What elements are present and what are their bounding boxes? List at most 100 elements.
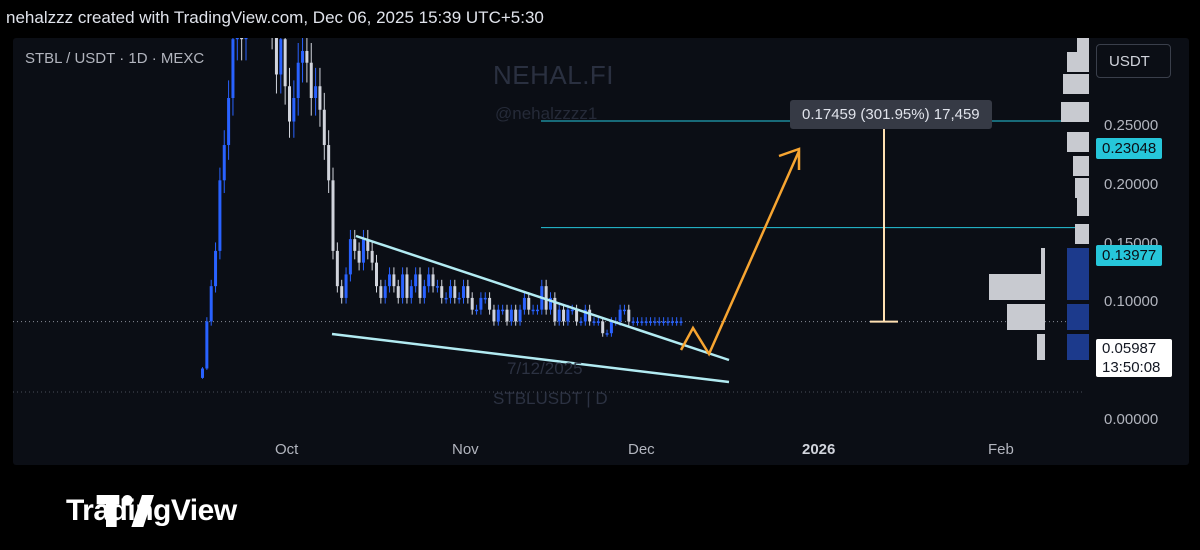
candle-body bbox=[670, 321, 674, 323]
candle-body bbox=[279, 39, 283, 75]
candle-body bbox=[479, 297, 483, 310]
candle-body bbox=[205, 321, 209, 369]
candle-body bbox=[640, 321, 644, 323]
candle-body bbox=[431, 274, 435, 287]
candle-body bbox=[601, 321, 605, 334]
candle-body bbox=[340, 286, 344, 298]
volume-profile-bar-up bbox=[1067, 334, 1089, 360]
candle-body bbox=[462, 286, 465, 298]
y-tick-label: 0.20000 bbox=[1104, 176, 1159, 193]
projection-arrowhead bbox=[778, 147, 801, 170]
candle-body bbox=[518, 309, 522, 322]
candle-body bbox=[466, 286, 470, 298]
watermark-handle: @nehalzzzz1 bbox=[495, 104, 598, 123]
candle-body bbox=[344, 274, 348, 298]
candle-body bbox=[305, 50, 309, 63]
volume-profile-bar-up bbox=[1067, 274, 1089, 300]
candle-body bbox=[353, 239, 357, 251]
candle-body bbox=[618, 309, 622, 322]
candle-body bbox=[235, 38, 239, 40]
symbol-label[interactable]: STBL / USDT · 1D · MEXC bbox=[25, 50, 205, 67]
candle-body bbox=[675, 321, 679, 323]
candle-body bbox=[427, 274, 431, 287]
chart-area[interactable]: STBL / USDT · 1D · MEXC NEHAL.FI @nehalz… bbox=[13, 38, 1189, 465]
candle-body bbox=[214, 250, 218, 287]
wedge-lower-line bbox=[331, 332, 730, 384]
candle-body bbox=[583, 309, 587, 322]
candle-body bbox=[283, 39, 287, 87]
candle-body bbox=[296, 62, 300, 98]
candle-body bbox=[657, 321, 661, 323]
volume-profile-bar-down bbox=[1007, 304, 1045, 330]
candle-body bbox=[453, 286, 457, 298]
candle-body bbox=[240, 38, 244, 40]
candle-body bbox=[549, 297, 552, 310]
candle-body bbox=[553, 297, 557, 322]
candle-body bbox=[570, 309, 574, 312]
candle-body bbox=[418, 274, 422, 298]
candle-body bbox=[636, 321, 639, 323]
x-tick-label: Oct bbox=[275, 441, 299, 458]
candle-body bbox=[375, 262, 378, 287]
candle-body bbox=[662, 321, 666, 323]
candle-body bbox=[318, 86, 322, 110]
currency-label: USDT bbox=[1109, 53, 1150, 70]
volume-profile-bar-down bbox=[1075, 178, 1089, 198]
candle-body bbox=[409, 286, 413, 298]
candle-body bbox=[505, 309, 509, 322]
volume-profile-bar-up bbox=[1067, 248, 1089, 274]
candle-body bbox=[475, 309, 479, 312]
candle-body bbox=[488, 297, 492, 310]
candle-body bbox=[209, 286, 213, 322]
candle-body bbox=[401, 274, 405, 298]
volume-profile-bar-down bbox=[1075, 224, 1089, 244]
chart-header: nehalzzz created with TradingView.com, D… bbox=[6, 8, 544, 27]
candle-body bbox=[627, 309, 631, 322]
volume-profile-bar-down bbox=[1067, 132, 1089, 152]
brand-name[interactable]: TradingView bbox=[66, 494, 237, 527]
candle-body bbox=[335, 250, 339, 287]
candle-body bbox=[483, 297, 487, 300]
tradingview-logo-icon[interactable] bbox=[16, 491, 236, 531]
volume-profile-bar-down bbox=[1041, 248, 1045, 274]
candle-body bbox=[644, 321, 648, 323]
candle-body bbox=[579, 321, 583, 323]
candle-body bbox=[388, 274, 392, 287]
currency-button[interactable]: USDT bbox=[1096, 44, 1171, 78]
chart-svg[interactable] bbox=[13, 38, 1189, 465]
candle-body bbox=[457, 297, 461, 300]
level-label-upper: 0.23048 bbox=[1096, 138, 1163, 159]
candle-body bbox=[470, 297, 474, 310]
candle-body bbox=[501, 309, 505, 312]
current-price-box: 0.05987 13:50:08 bbox=[1096, 339, 1172, 377]
candle-body bbox=[522, 297, 526, 310]
watermark-date: 7/12/2025 bbox=[507, 359, 583, 378]
candle-body bbox=[201, 368, 204, 378]
candle-body bbox=[361, 239, 365, 263]
candle-body bbox=[448, 286, 452, 298]
candle-body bbox=[605, 333, 609, 335]
candle-body bbox=[514, 309, 518, 322]
candle-body bbox=[331, 180, 335, 251]
volume-profile-bar-down bbox=[1077, 196, 1089, 216]
candle-body bbox=[609, 321, 613, 334]
candle-body bbox=[309, 62, 313, 98]
level-label-lower: 0.13977 bbox=[1096, 245, 1163, 266]
candle-body bbox=[653, 321, 657, 323]
candle-body bbox=[666, 321, 670, 323]
y-tick-label: 0.10000 bbox=[1104, 293, 1159, 310]
candle-body bbox=[244, 38, 248, 40]
candle-body bbox=[440, 286, 444, 298]
volume-profile-bar-down bbox=[1067, 52, 1089, 72]
candle-body bbox=[422, 286, 426, 298]
candle-body bbox=[396, 286, 400, 298]
candle-body bbox=[327, 145, 331, 181]
candle-body bbox=[301, 50, 305, 63]
y-tick-label: 0.00000 bbox=[1104, 411, 1159, 428]
candle-body bbox=[631, 321, 635, 323]
volume-profile-bar-down bbox=[989, 274, 1045, 300]
candle-body bbox=[392, 274, 396, 287]
candle-body bbox=[370, 250, 374, 263]
candle-body bbox=[531, 309, 535, 312]
candle-body bbox=[588, 309, 592, 322]
